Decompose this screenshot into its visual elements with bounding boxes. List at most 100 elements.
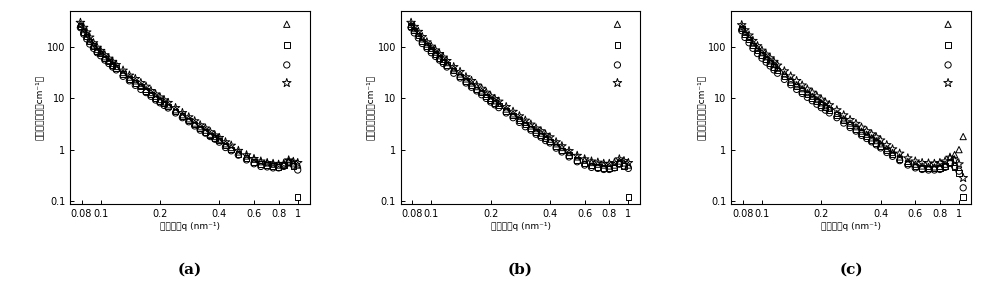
Point [230, 149, 246, 153]
Point [836, 113, 852, 118]
Point [616, 159, 632, 163]
Point [197, 128, 213, 132]
Point [280, 160, 296, 164]
Point [486, 101, 503, 105]
Point [406, 31, 422, 35]
Point [533, 133, 549, 138]
Point [879, 148, 895, 153]
Point [490, 105, 507, 110]
Point [431, 58, 447, 62]
Point [885, 152, 901, 157]
Point [610, 81, 626, 85]
Point [800, 92, 816, 97]
Point [93, 53, 109, 58]
Point [612, 159, 628, 163]
Point [79, 34, 95, 39]
Point [879, 143, 895, 147]
Point [473, 90, 489, 95]
Point [265, 164, 281, 168]
Point [783, 80, 799, 84]
Point [259, 163, 275, 167]
Point [115, 70, 131, 75]
Point [549, 141, 565, 146]
Point [829, 111, 845, 116]
Point [885, 147, 901, 151]
Point [89, 51, 105, 55]
Point [104, 65, 120, 69]
Point [138, 87, 154, 92]
Point [829, 115, 845, 120]
Point [612, 162, 628, 166]
Point [186, 122, 202, 127]
Point [445, 71, 461, 76]
Point [741, 37, 757, 42]
Point [280, 159, 296, 163]
Point [270, 163, 286, 167]
Point [523, 122, 539, 127]
Point [822, 103, 838, 107]
Point [885, 150, 901, 155]
Point [72, 26, 88, 30]
Point [452, 74, 468, 79]
Point [907, 164, 923, 169]
Point [542, 139, 558, 144]
Point [542, 137, 558, 141]
Point [138, 90, 154, 95]
Point [217, 140, 233, 145]
Point [937, 159, 953, 164]
Point [438, 60, 454, 65]
Point [770, 68, 786, 73]
Point [156, 98, 172, 103]
Point [468, 84, 484, 89]
Point [892, 151, 908, 156]
Point [804, 96, 820, 101]
Point [570, 153, 586, 158]
Point [452, 72, 468, 76]
Point [762, 59, 778, 63]
Point [818, 100, 834, 105]
Y-axis label: 绝对散射强度（cm⁻¹）: 绝对散射强度（cm⁻¹） [697, 75, 706, 141]
Point [561, 150, 577, 155]
Point [523, 124, 539, 128]
Point [506, 109, 522, 114]
Point [238, 153, 254, 157]
Point [607, 163, 623, 167]
Point [512, 118, 528, 122]
Point [596, 163, 612, 167]
Point [152, 97, 168, 102]
Point [737, 28, 753, 32]
Point [926, 168, 942, 172]
Point [921, 166, 937, 171]
Point [127, 81, 143, 85]
Point [518, 118, 534, 123]
Point [864, 139, 880, 144]
Point [253, 162, 269, 166]
Point [101, 56, 117, 61]
Point [211, 137, 227, 141]
Point [758, 60, 774, 64]
Point [127, 83, 143, 87]
Point [138, 89, 154, 93]
Point [181, 115, 197, 120]
Point [777, 72, 793, 76]
Point [89, 49, 105, 53]
Point [854, 133, 870, 138]
Point [809, 99, 825, 104]
Point [932, 161, 948, 165]
Point [403, 26, 419, 30]
Point [734, 24, 750, 29]
Point [192, 128, 208, 132]
Point [766, 65, 782, 69]
Point [506, 113, 522, 118]
Point [192, 124, 208, 129]
Point [223, 143, 239, 148]
Point [156, 100, 172, 104]
Point [864, 132, 880, 137]
Point [223, 149, 239, 153]
Point [270, 162, 286, 167]
Point [777, 69, 793, 74]
Point [914, 166, 930, 170]
Point [804, 94, 820, 99]
Point [914, 167, 930, 172]
Point [406, 26, 422, 31]
